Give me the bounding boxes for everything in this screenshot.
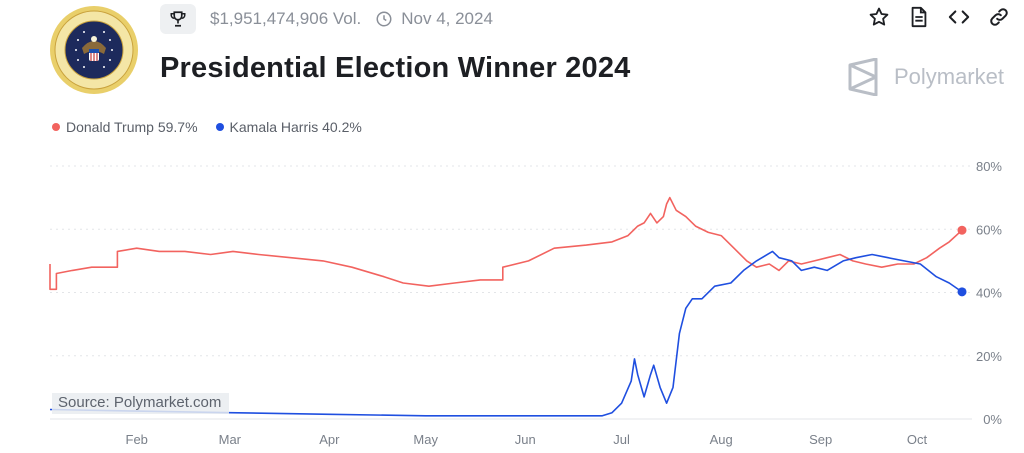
legend-item-trump: Donald Trump 59.7% [52, 119, 198, 135]
brand-name: Polymarket [893, 64, 1004, 89]
x-tick-label: Jul [613, 432, 630, 447]
link-icon[interactable] [988, 6, 1010, 28]
market-meta: $1,951,474,906 Vol. Nov 4, 2024 [160, 4, 493, 34]
code-icon[interactable] [948, 6, 970, 28]
action-toolbar [868, 6, 1010, 28]
x-tick-label: Oct [907, 432, 928, 447]
x-tick-label: Feb [126, 432, 148, 447]
legend-item-harris: Kamala Harris 40.2% [215, 119, 362, 135]
y-tick-label: 0% [983, 412, 1002, 427]
document-icon[interactable] [908, 6, 930, 28]
volume-text: $1,951,474,906 Vol. [210, 9, 362, 28]
x-tick-label: Sep [809, 432, 832, 447]
y-tick-label: 60% [976, 222, 1002, 237]
series-line-donald-trump [49, 196, 963, 291]
x-tick-label: May [413, 432, 438, 447]
end-date: Nov 4, 2024 [375, 9, 493, 29]
y-tick-label: 80% [976, 159, 1002, 174]
trophy-button[interactable] [160, 4, 196, 34]
polymarket-brand[interactable]: Polymarket [846, 58, 1004, 96]
x-tick-label: Apr [319, 432, 340, 447]
legend-label-trump: Donald Trump 59.7% [66, 119, 198, 135]
y-tick-label: 20% [976, 349, 1002, 364]
legend-dot-trump [52, 123, 60, 131]
x-tick-label: Mar [219, 432, 242, 447]
series-line-kamala-harris [49, 250, 963, 417]
trophy-icon [170, 11, 186, 27]
chart-legend: Donald Trump 59.7% Kamala Harris 40.2% [52, 119, 362, 135]
x-tick-label: Aug [710, 432, 733, 447]
volume: $1,951,474,906 Vol. [210, 9, 361, 29]
y-tick-label: 40% [976, 286, 1002, 301]
clock-icon [376, 11, 392, 27]
legend-label-harris: Kamala Harris 40.2% [229, 119, 362, 135]
series-end-point-donald-trump [957, 225, 967, 235]
star-icon[interactable] [868, 6, 890, 28]
source-label: Source: Polymarket.com [52, 393, 230, 414]
legend-dot-harris [215, 123, 224, 131]
polymarket-logo-icon [848, 58, 878, 96]
series-end-point-kamala-harris [957, 287, 967, 297]
end-date-text: Nov 4, 2024 [401, 9, 493, 28]
x-tick-label: Jun [515, 432, 536, 447]
page-title: Presidential Election Winner 2024 [160, 52, 631, 84]
presidential-seal-icon [50, 6, 138, 94]
